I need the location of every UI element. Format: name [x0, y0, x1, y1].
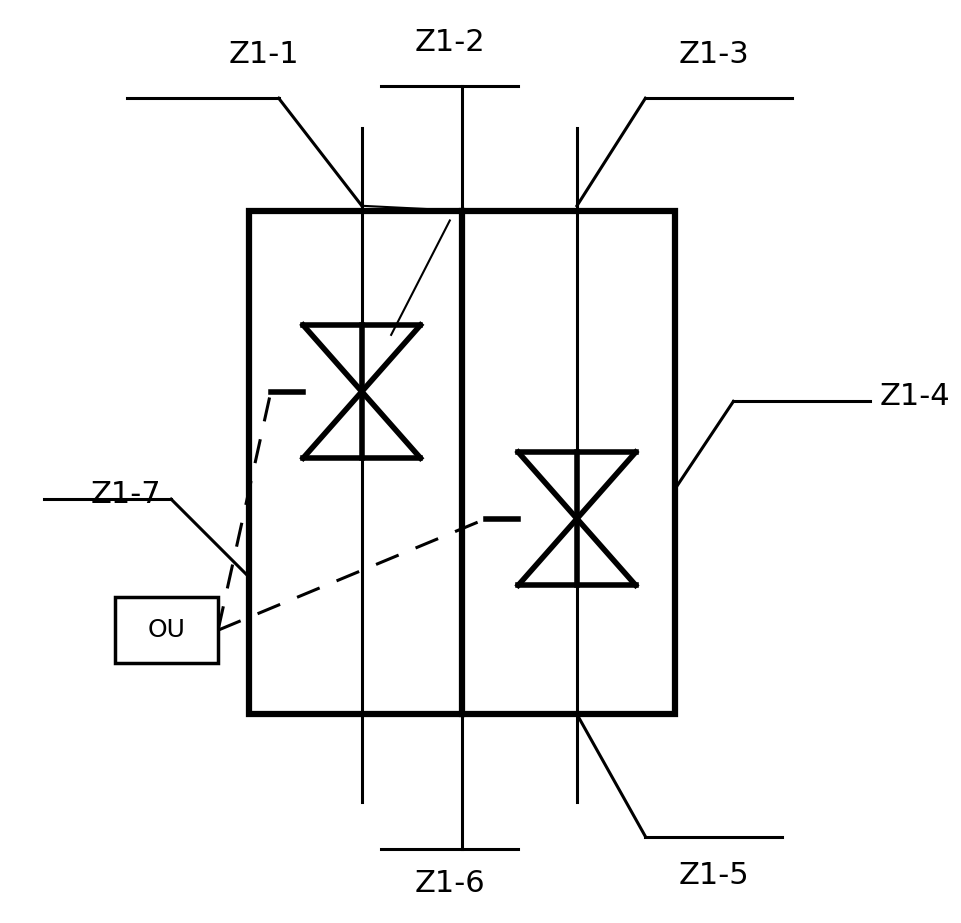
Text: Z1-6: Z1-6: [414, 869, 485, 898]
Text: Z1-2: Z1-2: [414, 28, 485, 57]
Text: Z1-7: Z1-7: [90, 480, 161, 509]
Bar: [115, 597, 218, 664]
Text: Z1-5: Z1-5: [678, 861, 750, 890]
Text: Z1-3: Z1-3: [678, 40, 750, 69]
Text: Z1-4: Z1-4: [880, 382, 950, 411]
Bar: [249, 210, 675, 714]
Text: OU: OU: [148, 618, 185, 642]
Text: Z1-1: Z1-1: [229, 40, 299, 69]
